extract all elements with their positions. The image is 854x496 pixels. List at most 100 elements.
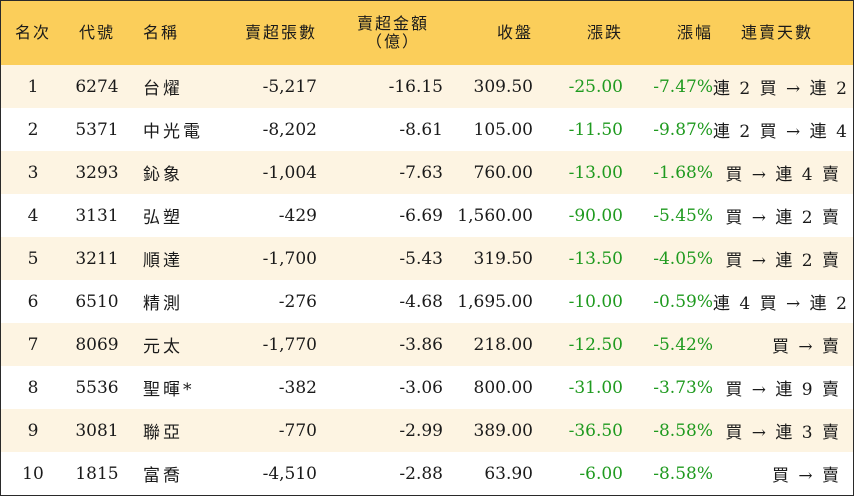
cell-close-price: 1,695.00 xyxy=(457,291,533,312)
cell-close-price: 319.50 xyxy=(473,248,533,269)
header-rank: 名次 xyxy=(14,23,51,42)
header-net-sell-amount-line2: （億） xyxy=(365,32,420,51)
cell-price-change: -6.00 xyxy=(579,463,623,484)
cell-stock-name: 聯亞 xyxy=(143,423,183,443)
cell-price-change: -36.50 xyxy=(568,420,623,441)
cell-streak: 連 2 買 → 連 2 賣 xyxy=(713,79,854,99)
cell-net-sell-lots: -4,510 xyxy=(262,463,317,484)
cell-net-sell-amount: -7.63 xyxy=(399,162,443,183)
cell-change-pct: -5.42% xyxy=(653,334,713,355)
cell-streak: 買 → 連 2 賣 xyxy=(725,208,841,228)
table-row[interactable]: 8 5536 聖暉* -382 -3.06 800.00 -31.00 -3.73% 買 → 連… xyxy=(1,366,853,409)
cell-rank: 3 xyxy=(27,162,39,183)
table-row[interactable]: 7 8069 元太 -1,770 -3.86 218.00 -12.50 -5.42% 買 → … xyxy=(1,323,853,366)
cell-price-change: -25.00 xyxy=(568,76,623,97)
cell-net-sell-amount: -3.06 xyxy=(399,377,443,398)
cell-streak: 買 → 賣 xyxy=(771,337,841,357)
cell-rank: 9 xyxy=(27,420,39,441)
cell-streak: 連 2 買 → 連 4 賣 xyxy=(713,122,854,142)
cell-stock-name: 台燿 xyxy=(143,79,183,99)
cell-rank: 10 xyxy=(22,463,44,484)
cell-net-sell-lots: -382 xyxy=(278,377,317,398)
table-row[interactable]: 4 3131 弘塑 -429 -6.69 1,560.00 -90.00 -5.45% 買 → … xyxy=(1,194,853,237)
cell-net-sell-lots: -5,217 xyxy=(262,76,317,97)
cell-rank: 5 xyxy=(27,248,39,269)
cell-close-price: 760.00 xyxy=(473,162,533,183)
header-net-sell-lots: 賣超張數 xyxy=(244,23,317,42)
cell-net-sell-lots: -1,004 xyxy=(262,162,317,183)
cell-rank: 1 xyxy=(27,76,39,97)
cell-change-pct: -8.58% xyxy=(653,420,713,441)
header-net-sell-amount: 賣超金額 （億） xyxy=(317,1,443,65)
cell-change-pct: -5.45% xyxy=(653,205,713,226)
cell-rank: 8 xyxy=(27,377,39,398)
cell-close-price: 1,560.00 xyxy=(457,205,533,226)
table-row[interactable]: 10 1815 富喬 -4,510 -2.88 63.90 -6.00 -8.58% 買 → 賣 xyxy=(1,452,853,495)
cell-stock-code: 8069 xyxy=(75,334,119,355)
cell-net-sell-lots: -8,202 xyxy=(262,119,317,140)
header-change: 漲跌 xyxy=(586,23,623,42)
cell-stock-code: 5536 xyxy=(75,377,119,398)
header-code: 代號 xyxy=(78,23,115,42)
cell-streak: 買 → 賣 xyxy=(771,466,841,486)
cell-stock-code: 3081 xyxy=(75,420,119,441)
header-change-pct: 漲幅 xyxy=(676,23,713,42)
cell-stock-name: 順達 xyxy=(143,251,183,271)
cell-streak: 連 4 買 → 連 2 賣 xyxy=(713,294,854,314)
cell-net-sell-lots: -1,700 xyxy=(262,248,317,269)
cell-stock-code: 3131 xyxy=(75,205,119,226)
cell-net-sell-amount: -16.15 xyxy=(388,76,443,97)
cell-stock-code: 6274 xyxy=(75,76,119,97)
cell-rank: 4 xyxy=(27,205,39,226)
cell-price-change: -11.50 xyxy=(568,119,623,140)
table-row[interactable]: 1 6274 台燿 -5,217 -16.15 309.50 -25.00 -7.47% 連 2… xyxy=(1,65,854,108)
cell-net-sell-lots: -276 xyxy=(278,291,317,312)
header-name: 名稱 xyxy=(143,23,180,42)
cell-price-change: -13.50 xyxy=(568,248,623,269)
table-header-row: 名次 代號 名稱 賣超張數 賣超金額 （億） 收盤 漲跌 漲幅 連賣天數 xyxy=(1,1,853,65)
cell-rank: 7 xyxy=(27,334,39,355)
cell-stock-name: 弘塑 xyxy=(143,208,183,228)
table-row[interactable]: 9 3081 聯亞 -770 -2.99 389.00 -36.50 -8.58% 買 → 連 … xyxy=(1,409,853,452)
cell-price-change: -13.00 xyxy=(568,162,623,183)
cell-net-sell-amount: -5.43 xyxy=(399,248,443,269)
table-row[interactable]: 3 3293 鈊象 -1,004 -7.63 760.00 -13.00 -1.68% 買 → … xyxy=(1,151,853,194)
cell-net-sell-amount: -6.69 xyxy=(399,205,443,226)
table-row[interactable]: 6 6510 精測 -276 -4.68 1,695.00 -10.00 -0.59% 連 4 … xyxy=(1,280,854,323)
cell-stock-name: 元太 xyxy=(143,337,183,357)
cell-close-price: 105.00 xyxy=(473,119,533,140)
cell-stock-name: 精測 xyxy=(143,294,183,314)
cell-price-change: -10.00 xyxy=(568,291,623,312)
table-row[interactable]: 5 3211 順達 -1,700 -5.43 319.50 -13.50 -4.05% 買 → … xyxy=(1,237,853,280)
cell-net-sell-lots: -429 xyxy=(278,205,317,226)
cell-stock-code: 3293 xyxy=(75,162,119,183)
cell-streak: 買 → 連 3 賣 xyxy=(725,423,841,443)
cell-price-change: -12.50 xyxy=(568,334,623,355)
cell-change-pct: -7.47% xyxy=(653,76,713,97)
cell-stock-name: 聖暉* xyxy=(143,380,195,400)
cell-streak: 買 → 連 2 賣 xyxy=(725,251,841,271)
cell-close-price: 218.00 xyxy=(473,334,533,355)
cell-stock-code: 3211 xyxy=(75,248,119,269)
cell-net-sell-amount: -8.61 xyxy=(399,119,443,140)
cell-net-sell-amount: -2.99 xyxy=(399,420,443,441)
header-net-sell-amount-line1: 賣超金額 xyxy=(356,14,429,33)
cell-change-pct: -0.59% xyxy=(653,291,713,312)
header-streak: 連賣天數 xyxy=(740,23,813,42)
cell-stock-name: 富喬 xyxy=(143,466,183,486)
cell-close-price: 389.00 xyxy=(473,420,533,441)
cell-stock-code: 6510 xyxy=(75,291,119,312)
cell-streak: 買 → 連 9 賣 xyxy=(725,380,841,400)
cell-net-sell-amount: -2.88 xyxy=(399,463,443,484)
cell-change-pct: -8.58% xyxy=(653,463,713,484)
table-row[interactable]: 2 5371 中光電 -8,202 -8.61 105.00 -11.50 -9.87% 連 2… xyxy=(1,108,854,151)
cell-close-price: 800.00 xyxy=(473,377,533,398)
cell-stock-name: 中光電 xyxy=(143,122,203,142)
cell-stock-code: 5371 xyxy=(75,119,119,140)
cell-change-pct: -3.73% xyxy=(653,377,713,398)
cell-stock-code: 1815 xyxy=(75,463,119,484)
cell-net-sell-amount: -3.86 xyxy=(399,334,443,355)
cell-net-sell-lots: -1,770 xyxy=(262,334,317,355)
cell-price-change: -90.00 xyxy=(568,205,623,226)
